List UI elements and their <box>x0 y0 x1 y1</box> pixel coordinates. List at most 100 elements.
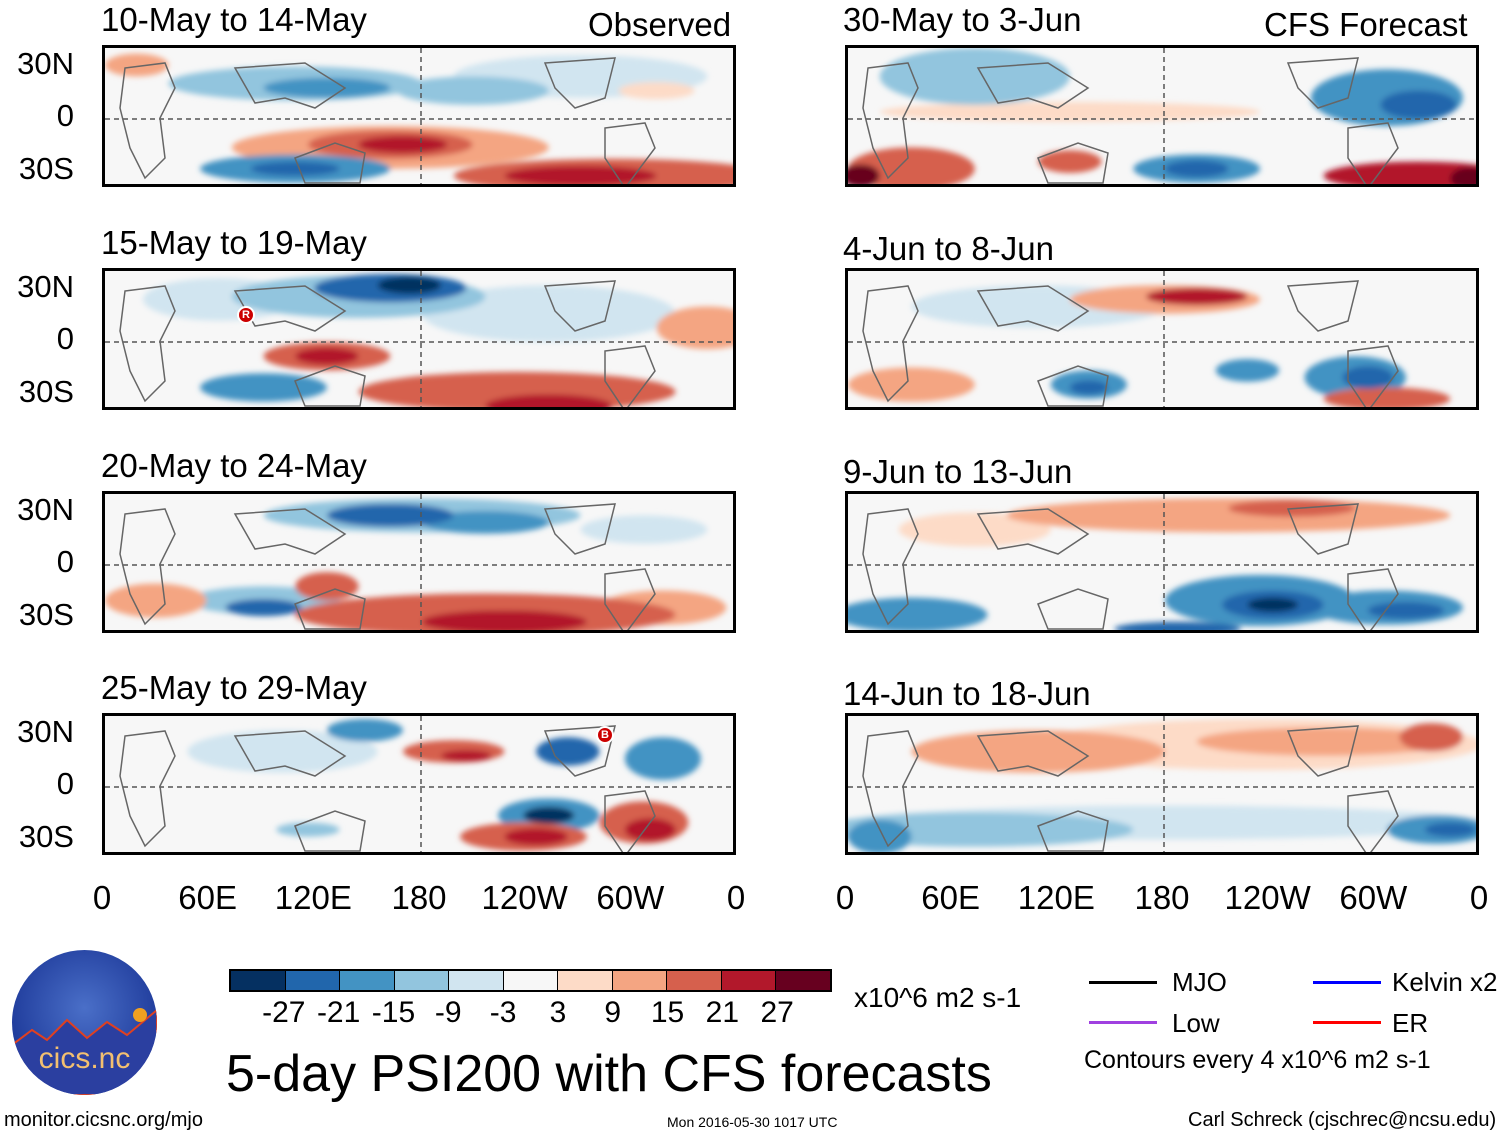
longitude-label: 0 <box>1469 879 1489 916</box>
latitude-label: 30S <box>18 374 74 409</box>
longitude-label: 0 <box>726 879 746 916</box>
anomaly-contour <box>624 737 701 780</box>
colorbar-swatch <box>721 971 777 990</box>
latitude-label: 30N <box>17 46 74 81</box>
colorbar-label: 9 <box>604 996 622 1029</box>
anomaly-contour <box>898 512 1051 547</box>
anomaly-contour <box>1380 90 1457 119</box>
anomaly-contour <box>1215 359 1280 382</box>
observed-header: Observed <box>588 6 732 43</box>
anomaly-contour <box>377 276 442 294</box>
latitude-label: 0 <box>56 544 74 579</box>
colorbar-label: 21 <box>705 996 740 1029</box>
colorbar-label: 3 <box>549 996 567 1029</box>
anomaly-contour <box>276 822 340 837</box>
colorbar-label: -3 <box>489 996 517 1029</box>
latitude-label: 30S <box>18 151 74 186</box>
latitude-label: 30S <box>18 597 74 632</box>
colorbar-swatch <box>503 971 559 990</box>
coastline <box>862 57 1399 184</box>
footer-author: Carl Schreck (cjschrec@ncsu.edu) <box>1188 1109 1497 1131</box>
anomaly-contour <box>105 583 207 618</box>
anomaly-contour <box>1323 387 1451 407</box>
coastline <box>862 280 1399 407</box>
anomaly-contour <box>250 161 340 176</box>
anomaly-contour <box>326 718 403 742</box>
longitude-label: 60W <box>1339 879 1408 916</box>
observed-panel-title: 20-May to 24-May <box>101 447 367 484</box>
anomaly-contour <box>358 136 448 154</box>
anomaly-contour <box>1145 288 1248 306</box>
anomaly-contour <box>1450 167 1476 184</box>
anomaly-contour <box>848 367 975 402</box>
observed-panel-title: 25-May to 29-May <box>101 669 367 706</box>
anomaly-contour <box>105 53 169 77</box>
anomaly-contour <box>1165 160 1229 178</box>
anomaly-contour <box>1114 621 1242 630</box>
anomaly-contour <box>295 347 359 365</box>
anomaly-contour <box>618 82 695 100</box>
longitude-label: 120W <box>481 879 568 916</box>
anomaly-contour <box>523 806 575 824</box>
colorbar-swatch <box>667 971 722 990</box>
colorbar-swatch <box>612 971 668 990</box>
anomaly-contour <box>187 730 378 773</box>
cics-logo: cics.nc <box>12 950 157 1095</box>
longitude-label: 120E <box>274 879 352 916</box>
latitude-label: 30N <box>17 269 74 304</box>
anomaly-contour <box>422 610 587 630</box>
longitude-label: 180 <box>391 879 447 916</box>
anomaly-contour <box>848 597 988 630</box>
colorbar-swatch <box>776 971 831 990</box>
colorbar-label: 15 <box>650 996 685 1029</box>
longitude-label: 120W <box>1224 879 1311 916</box>
anomaly-contour <box>1424 822 1476 837</box>
contour-note: Contours every 4 x10^6 m2 s-1 <box>1084 1046 1431 1074</box>
legend-er: ER <box>1392 1008 1429 1038</box>
anomaly-contour <box>263 77 391 98</box>
anomaly-contour <box>656 306 733 350</box>
anomaly-contour <box>1038 150 1102 173</box>
observed-map-panel <box>102 45 736 187</box>
logo-text: cics.nc <box>38 1042 131 1075</box>
legend-low: Low <box>1172 1008 1220 1038</box>
anomaly-contour <box>422 511 549 534</box>
anomaly-contour <box>624 818 676 841</box>
anomaly-contour <box>848 147 975 184</box>
colorbar-label: -27 <box>262 996 306 1029</box>
latitude-label: 30N <box>17 492 74 527</box>
forecast-map-panel <box>845 491 1479 633</box>
forecast-panel-title: 30-May to 3-Jun <box>843 1 1082 38</box>
longitude-label: 60E <box>178 879 238 916</box>
footer-url[interactable]: monitor.cicsnc.org/mjo <box>4 1109 203 1131</box>
forecast-header: CFS Forecast <box>1264 6 1468 43</box>
anomaly-contour <box>295 572 359 601</box>
footer-date: Mon 2016-05-30 1017 UTC <box>667 1114 838 1130</box>
anomaly-contour <box>879 48 1070 105</box>
observed-map-panel <box>102 268 736 410</box>
coastline <box>119 57 656 184</box>
longitude-label: 0 <box>835 879 855 916</box>
colorbar-swatch <box>340 971 395 990</box>
anomaly-contour <box>441 750 492 762</box>
colorbar-label: -15 <box>371 996 416 1029</box>
forecast-map-panel <box>845 268 1479 410</box>
main-title: 5-day PSI200 with CFS forecasts <box>226 1045 992 1103</box>
anomaly-contour <box>396 76 549 105</box>
forecast-panel-title: 9-Jun to 13-Jun <box>843 453 1073 490</box>
observed-map-panel <box>102 713 736 855</box>
colorbar-label: -21 <box>316 996 361 1029</box>
low-line-icon <box>1089 1021 1157 1024</box>
longitude-label: 0 <box>92 879 112 916</box>
anomaly-contour <box>1247 597 1299 612</box>
anomaly-contour <box>1367 601 1444 619</box>
latitude-label: 30S <box>18 819 74 854</box>
anomaly-contour <box>1069 380 1108 395</box>
latitude-label: 0 <box>56 766 74 801</box>
colorbar-swatch <box>394 971 450 990</box>
colorbar <box>229 969 832 992</box>
anomaly-contour <box>200 373 327 402</box>
coastline <box>862 725 1399 852</box>
anomaly-contour <box>536 737 600 766</box>
legend-mjo: MJO <box>1172 967 1227 997</box>
